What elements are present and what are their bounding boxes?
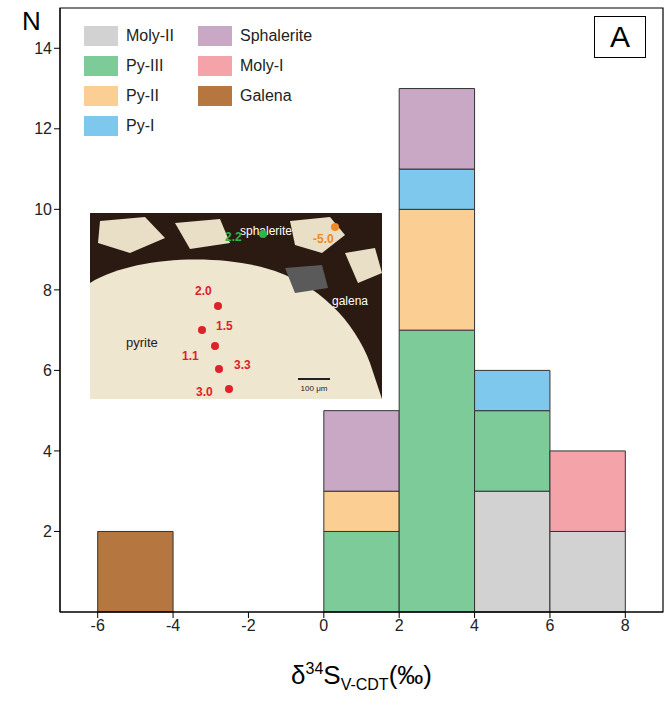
svg-text:14: 14 — [34, 40, 52, 57]
html-text:Py-II: Py-II — [126, 87, 159, 104]
html-text:Galena: Galena — [240, 87, 292, 104]
svg-text:-2: -2 — [241, 617, 255, 634]
svg-text:8: 8 — [43, 282, 52, 299]
svg-text:1.1: 1.1 — [182, 349, 199, 363]
svg-text:sphalerite: sphalerite — [240, 224, 292, 238]
svg-text:10: 10 — [34, 201, 52, 218]
svg-text:3.0: 3.0 — [196, 385, 213, 399]
svg-text:1.5: 1.5 — [216, 319, 233, 333]
svg-text:-5.0: -5.0 — [313, 232, 334, 246]
svg-text:100 μm: 100 μm — [301, 384, 328, 393]
html-text:Py-III: Py-III — [126, 57, 164, 74]
html-text:Py-I: Py-I — [126, 117, 155, 134]
html-text:N: N — [22, 6, 41, 36]
svg-text:8: 8 — [621, 617, 630, 634]
svg-text:2: 2 — [43, 523, 52, 540]
html-text:A: A — [610, 20, 630, 53]
svg-text:-6: -6 — [91, 617, 105, 634]
svg-text:6: 6 — [43, 362, 52, 379]
html-text:Moly-II: Moly-II — [126, 27, 174, 44]
svg-text:4: 4 — [43, 443, 52, 460]
svg-text:6: 6 — [545, 617, 554, 634]
svg-text:pyrite: pyrite — [126, 335, 158, 350]
svg-text:2: 2 — [395, 617, 404, 634]
svg-text:0: 0 — [319, 617, 328, 634]
html-text:δ34SV-CDT(‰): δ34SV-CDT(‰) — [291, 660, 432, 694]
svg-text:-4: -4 — [166, 617, 180, 634]
svg-text:galena: galena — [332, 294, 368, 308]
svg-text:12: 12 — [34, 120, 52, 137]
html-text:Moly-I: Moly-I — [240, 57, 284, 74]
svg-text:2.2: 2.2 — [225, 230, 242, 244]
html-text:Sphalerite: Sphalerite — [240, 27, 312, 44]
svg-text:3.3: 3.3 — [234, 358, 251, 372]
svg-text:2.0: 2.0 — [195, 284, 212, 298]
svg-text:4: 4 — [470, 617, 479, 634]
